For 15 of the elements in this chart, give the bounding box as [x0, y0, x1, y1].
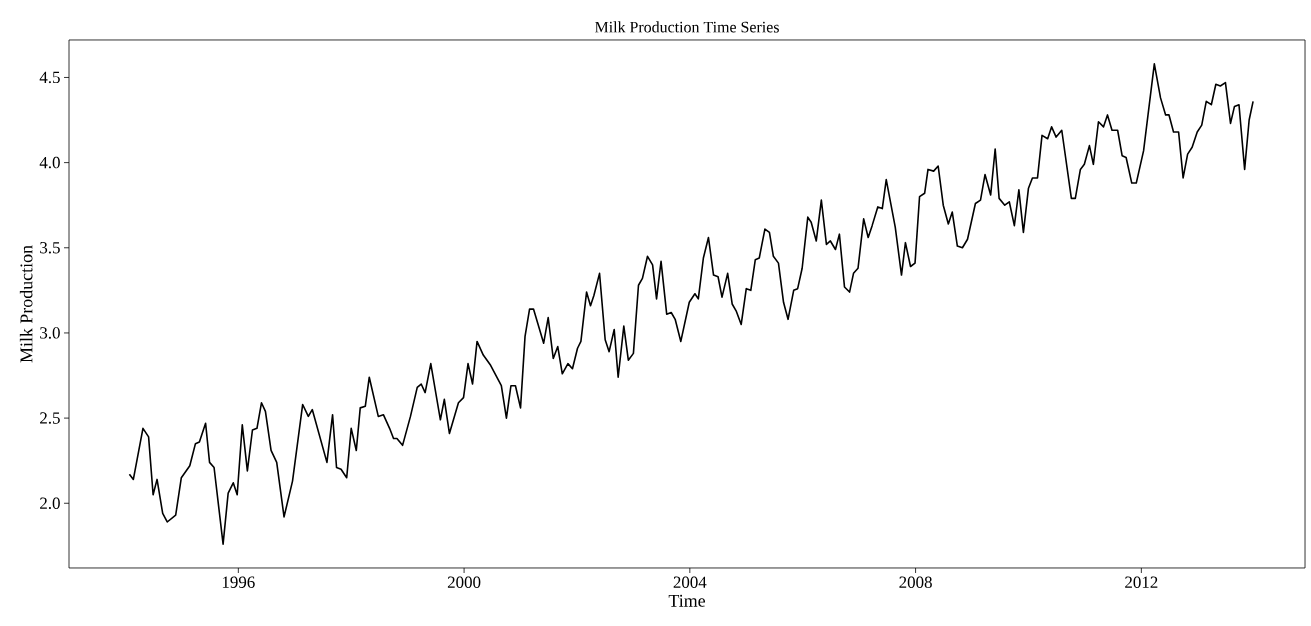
y-tick-label: 2.5: [40, 412, 60, 424]
y-axis-title: Milk Production: [19, 245, 33, 363]
x-tick-label: 2004: [673, 576, 707, 588]
y-tick-label: 4.0: [39, 156, 60, 169]
y-tick-label: 4.5: [39, 71, 60, 84]
chart-title: Milk Production Time Series: [595, 21, 779, 33]
x-tick-label: 2012: [1125, 576, 1158, 588]
y-tick-label: 2.0: [40, 497, 60, 510]
x-tick-label: 2008: [899, 576, 932, 588]
x-tick-label: 1996: [222, 576, 255, 588]
y-tick-label: 3.5: [40, 242, 60, 254]
x-axis-title: Time: [668, 594, 706, 607]
y-tick-label: 3.0: [40, 327, 60, 339]
x-tick-label: 2000: [447, 576, 481, 588]
line-series: [128, 63, 1254, 545]
